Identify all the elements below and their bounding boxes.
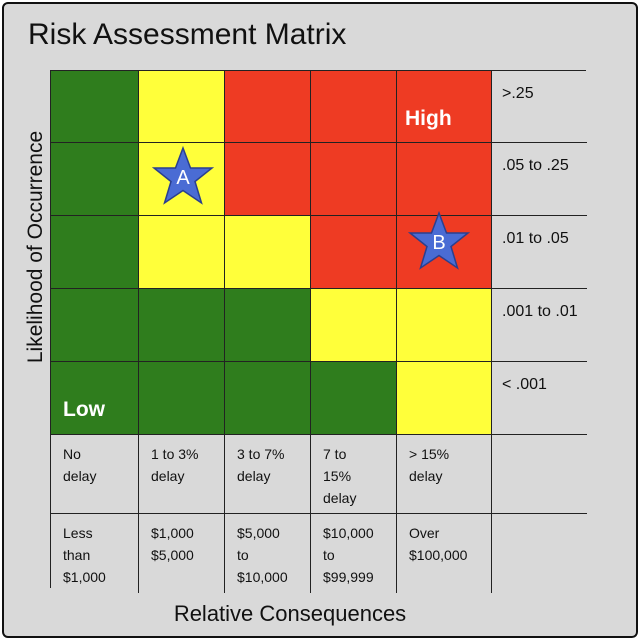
matrix-cell-r4-c3	[311, 362, 397, 435]
cost-text: Over $100,000	[409, 525, 468, 563]
x-axis-label: Relative Consequences	[173, 601, 407, 626]
matrix-cell-r0-c3	[311, 71, 397, 143]
likelihood-level-text: .05 to .25	[502, 157, 569, 174]
star-icon: B	[408, 211, 470, 271]
schedule-cell-3: 7 to 15% delay	[311, 435, 397, 514]
risk-matrix-grid: High >.25 .05 to .25 .01 to .05 .001 to …	[50, 70, 587, 593]
matrix-cell-r2-c2	[225, 216, 311, 289]
star-b-shape	[408, 211, 470, 270]
matrix-cell-r1-c0	[51, 143, 139, 216]
matrix-cell-r1-c3	[311, 143, 397, 216]
cost-cell-empty	[492, 514, 587, 593]
matrix-cell-r2-c3	[311, 216, 397, 289]
high-risk-label: High	[405, 107, 452, 130]
likelihood-level-text: < .001	[502, 376, 547, 393]
schedule-cell-4: > 15% delay	[397, 435, 492, 514]
likelihood-level-text: .001 to .01	[502, 303, 578, 320]
schedule-cell-empty	[492, 435, 587, 514]
schedule-text: No delay	[63, 446, 97, 484]
marker-label: B	[432, 231, 446, 254]
likelihood-level-text: .01 to .05	[502, 230, 569, 247]
likelihood-level-2: .01 to .05	[492, 216, 587, 289]
schedule-cell-1: 1 to 3% delay	[139, 435, 225, 514]
matrix-cell-r3-c0	[51, 289, 139, 362]
cost-text: $10,000 to $99,999	[323, 525, 374, 585]
y-axis-label: Likelihood of Occurrence	[24, 130, 47, 364]
schedule-text: 3 to 7% delay	[237, 446, 285, 484]
matrix-cell-r4-c2	[225, 362, 311, 435]
cost-text: Less than $1,000	[63, 525, 106, 585]
schedule-cell-0: No delay	[51, 435, 139, 514]
cost-text: $5,000 to $10,000	[237, 525, 288, 585]
schedule-cell-2: 3 to 7% delay	[225, 435, 311, 514]
cost-cell-4: Over $100,000	[397, 514, 492, 593]
matrix-cell-r3-c2	[225, 289, 311, 362]
cost-cell-0: Less than $1,000	[51, 514, 139, 593]
matrix-cell-r0-c1	[139, 71, 225, 143]
matrix-cell-r0-c0	[51, 71, 139, 143]
matrix-cell-r3-c3	[311, 289, 397, 362]
low-risk-label: Low	[63, 398, 105, 421]
matrix-cell-r3-c4	[397, 289, 492, 362]
schedule-text: 1 to 3% delay	[151, 446, 199, 484]
matrix-cell-r1-c4	[397, 143, 492, 216]
likelihood-level-3: .001 to .01	[492, 289, 587, 362]
matrix-cell-r1-c2	[225, 143, 311, 216]
marker-label: A	[176, 166, 190, 189]
star-icon: A	[152, 146, 214, 206]
matrix-cell-r4-c4	[397, 362, 492, 435]
likelihood-level-4: < .001	[492, 362, 587, 435]
matrix-cell-r2-c0	[51, 216, 139, 289]
matrix-cell-r3-c1	[139, 289, 225, 362]
matrix-panel: Risk Assessment Matrix Likelihood of Occ…	[2, 2, 638, 638]
cost-cell-1: $1,000 $5,000	[139, 514, 225, 593]
matrix-cell-r0-c4: High	[397, 71, 492, 143]
likelihood-level-1: .05 to .25	[492, 143, 587, 216]
likelihood-level-0: >.25	[492, 71, 587, 143]
likelihood-level-text: >.25	[502, 85, 534, 102]
matrix-cell-r0-c2	[225, 71, 311, 143]
schedule-text: > 15% delay	[409, 446, 450, 484]
matrix-cell-r2-c1	[139, 216, 225, 289]
cost-cell-2: $5,000 to $10,000	[225, 514, 311, 593]
page-title: Risk Assessment Matrix	[28, 18, 347, 51]
cost-text: $1,000 $5,000	[151, 525, 194, 563]
matrix-cell-r4-c0: Low	[51, 362, 139, 435]
schedule-text: 7 to 15% delay	[323, 446, 357, 506]
matrix-cell-r4-c1	[139, 362, 225, 435]
star-a-shape	[152, 146, 214, 205]
cost-cell-3: $10,000 to $99,999	[311, 514, 397, 593]
